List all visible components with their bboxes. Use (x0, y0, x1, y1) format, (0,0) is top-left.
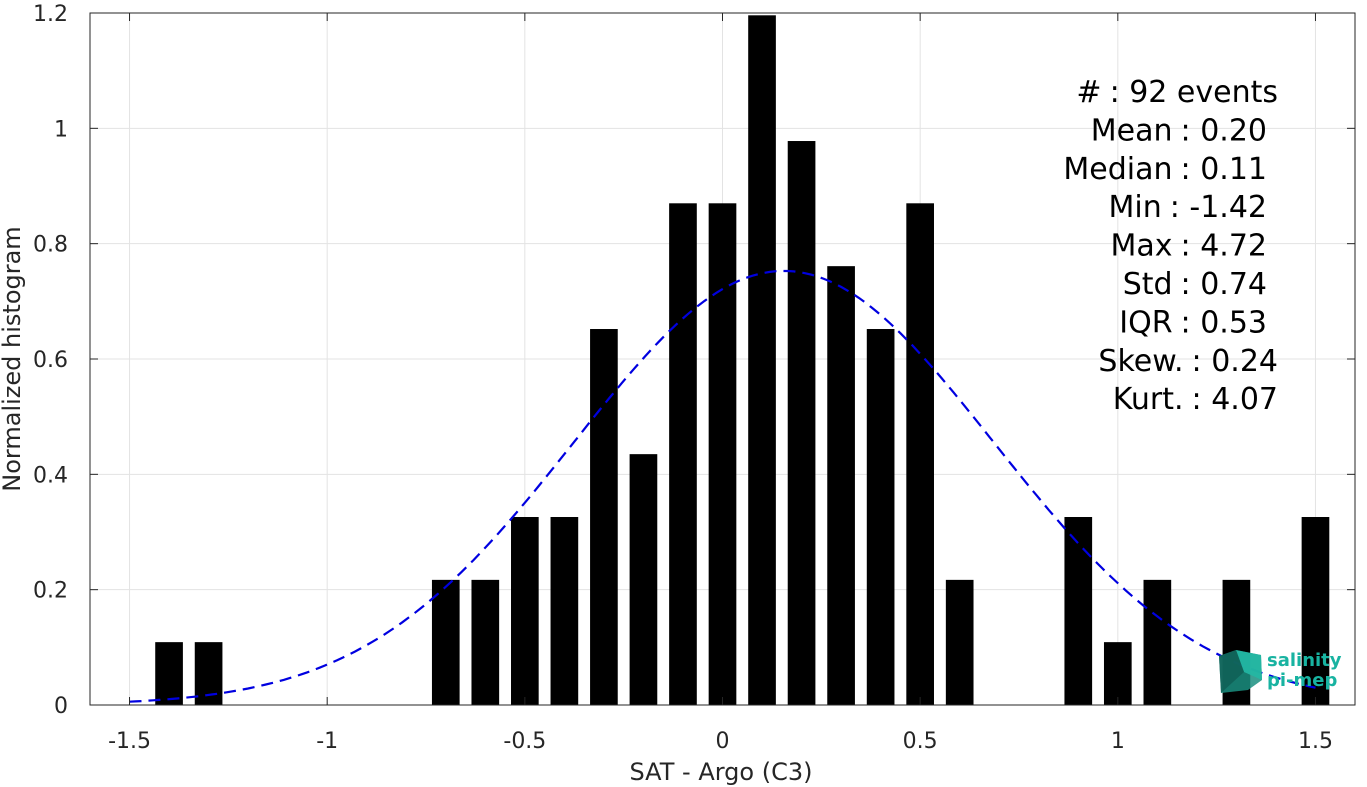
y-axis-label: Normalized histogram (0, 226, 26, 491)
x-tick-label: 1.5 (1298, 729, 1333, 754)
stat-key: Min (1109, 190, 1162, 225)
y-axis-ticks: 0 0.2 0.4 0.6 0.8 1 1.2 (33, 2, 1355, 719)
y-tick-label: 1 (54, 117, 68, 142)
stat-value: : 4.72 (1181, 229, 1267, 264)
stat-value: : 0.11 (1181, 152, 1267, 187)
histogram-bar (1143, 579, 1172, 705)
histogram-bar (550, 517, 579, 705)
x-tick-label: 1 (1111, 729, 1125, 754)
histogram-bar (945, 579, 974, 705)
x-axis-ticks: -1.5 -1 -0.5 0 0.5 1 1.5 (108, 13, 1333, 754)
stat-value: : 0.24 (1192, 344, 1278, 379)
x-tick-label: -1.5 (108, 729, 151, 754)
x-tick-label: 0 (716, 729, 730, 754)
y-tick-label: 0 (54, 694, 68, 719)
histogram-bar (906, 203, 934, 706)
stat-key: Mean (1091, 113, 1173, 148)
stat-value: : 4.07 (1192, 382, 1278, 417)
stat-value: : 0.20 (1181, 113, 1267, 148)
stat-value: : 0.74 (1181, 267, 1267, 302)
histogram-bars (155, 15, 1330, 706)
histogram-bar (827, 266, 855, 705)
histogram-bar (431, 579, 460, 705)
histogram-bar (1301, 517, 1330, 705)
histogram-bar (787, 141, 816, 705)
y-tick-label: 0.6 (33, 348, 68, 373)
histogram-bar (155, 642, 183, 705)
stat-value: : 0.53 (1181, 305, 1267, 340)
x-axis-label: SAT - Argo (C3) (630, 758, 813, 786)
stat-key: Max (1111, 229, 1173, 264)
fit-curve-line (129, 269, 1316, 703)
histogram-bar (669, 203, 697, 706)
y-tick-label: 0.8 (33, 233, 68, 258)
histogram-bar (708, 203, 737, 706)
stat-key: Median (1063, 152, 1172, 187)
salinity-pimep-logo: salinity pi-mep (1219, 650, 1342, 693)
x-tick-label: 0.5 (903, 729, 938, 754)
y-tick-label: 0.2 (33, 579, 68, 604)
stat-key: IQR (1119, 305, 1172, 340)
histogram-bar (629, 454, 658, 705)
histogram-bar (866, 329, 895, 705)
x-tick-label: -1 (316, 729, 338, 754)
histogram-bar (748, 15, 776, 706)
stat-key: Kurt. (1113, 382, 1184, 417)
logo-line2: pi-mep (1267, 670, 1337, 691)
histogram-bar (1103, 642, 1132, 705)
histogram-bar (511, 517, 539, 705)
gaussian-fit-curve (129, 269, 1316, 703)
stat-key: Skew. (1098, 344, 1183, 379)
stat-value: : -1.42 (1170, 190, 1267, 225)
logo-line1: salinity (1267, 650, 1342, 671)
y-tick-label: 1.2 (33, 2, 68, 27)
histogram-bar (590, 329, 618, 705)
x-tick-label: -0.5 (503, 729, 546, 754)
stat-key: # (1076, 75, 1101, 110)
histogram-bar (471, 579, 500, 705)
histogram-bar (1064, 517, 1093, 705)
stat-key: Std (1123, 267, 1173, 302)
stat-value: : 92 events (1110, 75, 1278, 110)
y-tick-label: 0.4 (33, 463, 68, 488)
